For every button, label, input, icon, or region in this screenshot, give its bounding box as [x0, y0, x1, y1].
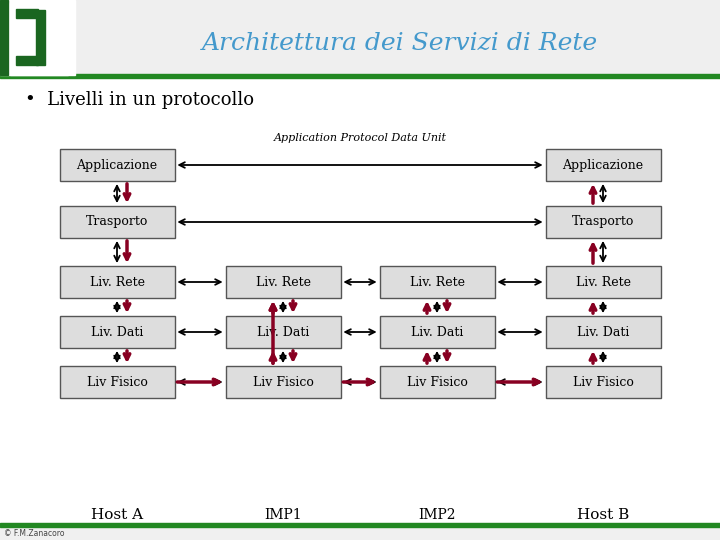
Text: Liv Fisico: Liv Fisico [86, 375, 148, 388]
Bar [0, 523, 720, 527]
Bar [379, 266, 495, 298]
Text: Liv. Dati: Liv. Dati [91, 326, 143, 339]
Bar [1, 11, 7, 14]
Bar [1, 29, 7, 32]
Bar [379, 316, 495, 348]
Bar [16, 56, 38, 65]
Bar [225, 266, 341, 298]
Text: Liv. Dati: Liv. Dati [577, 326, 629, 339]
Bar [60, 366, 174, 398]
Bar [60, 266, 174, 298]
Bar [60, 316, 174, 348]
Bar [60, 149, 174, 181]
Bar [1, 5, 7, 8]
Text: Architettura dei Servizi di Rete: Architettura dei Servizi di Rete [202, 31, 598, 55]
Text: Liv. Rete: Liv. Rete [89, 275, 145, 288]
Text: Liv Fisico: Liv Fisico [253, 375, 313, 388]
Text: Liv. Rete: Liv. Rete [410, 275, 464, 288]
Text: •  Livelli in un protocollo: • Livelli in un protocollo [25, 91, 254, 109]
Bar [546, 366, 660, 398]
Bar [379, 366, 495, 398]
Text: IMP2: IMP2 [418, 508, 456, 522]
Bar [0, 523, 720, 540]
Text: Trasporto: Trasporto [86, 215, 148, 228]
Bar [546, 206, 660, 238]
Bar [0, 74, 720, 78]
Text: Liv. Rete: Liv. Rete [575, 275, 631, 288]
Bar [16, 9, 38, 18]
Bar [1, 17, 7, 20]
Text: Liv. Rete: Liv. Rete [256, 275, 310, 288]
Bar [225, 316, 341, 348]
Bar [1, 35, 7, 38]
Bar [60, 206, 174, 238]
Text: Applicazione: Applicazione [76, 159, 158, 172]
Text: Trasporto: Trasporto [572, 215, 634, 228]
Text: IMP1: IMP1 [264, 508, 302, 522]
Bar [0, 0, 8, 75]
Bar [0, 0, 720, 75]
Text: © F.M.Zanacoro: © F.M.Zanacoro [4, 529, 65, 537]
Text: Liv. Dati: Liv. Dati [257, 326, 309, 339]
Text: Host B: Host B [577, 508, 629, 522]
Text: Host A: Host A [91, 508, 143, 522]
Bar [546, 316, 660, 348]
Bar [36, 10, 45, 65]
Text: Application Protocol Data Unit: Application Protocol Data Unit [274, 133, 446, 143]
Bar [546, 266, 660, 298]
Bar [1, 41, 7, 44]
Bar [10, 3, 68, 75]
Bar [1, 23, 7, 26]
Bar [546, 149, 660, 181]
Text: Applicazione: Applicazione [562, 159, 644, 172]
Bar [0, 0, 75, 75]
Text: Liv Fisico: Liv Fisico [407, 375, 467, 388]
Bar [225, 366, 341, 398]
Text: Liv Fisico: Liv Fisico [572, 375, 634, 388]
Text: Liv. Dati: Liv. Dati [411, 326, 463, 339]
